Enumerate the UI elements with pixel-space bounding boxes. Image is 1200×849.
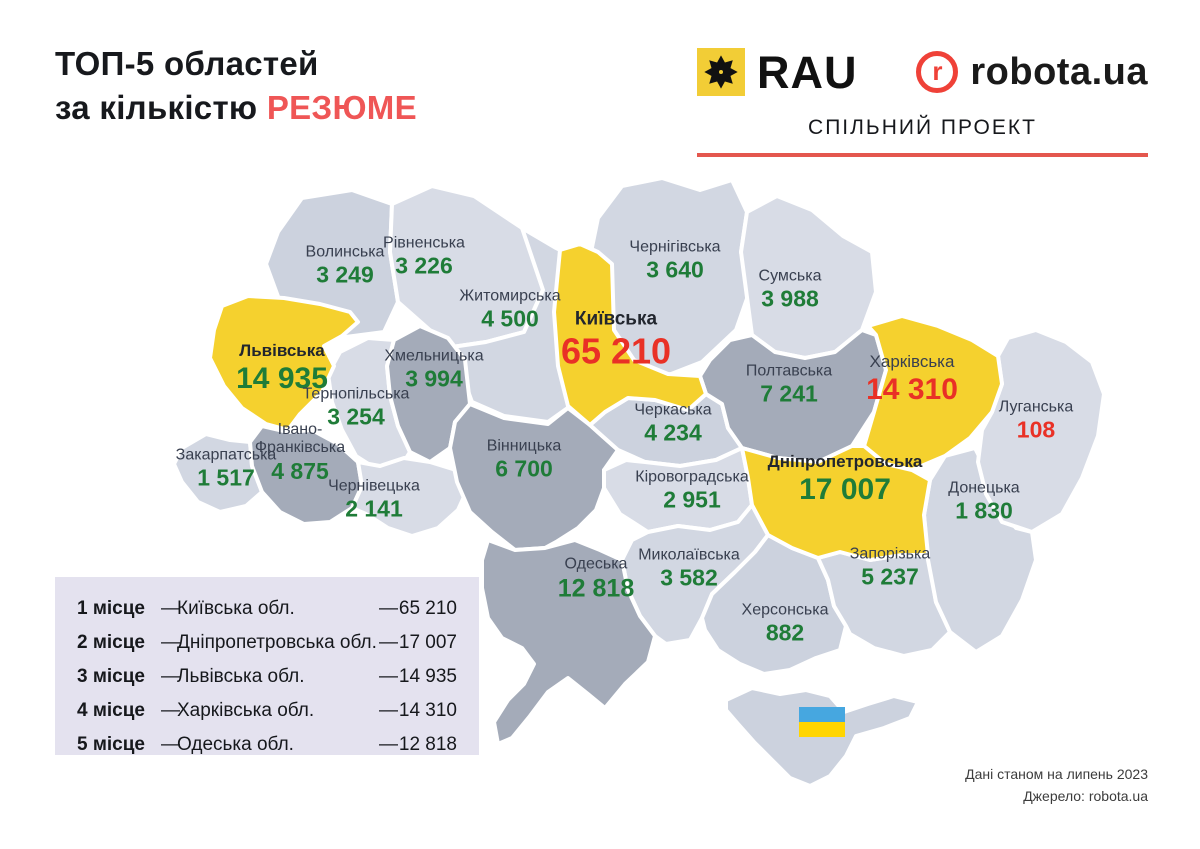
region-label-rivnenska: Рівненська 3 226 [383,234,465,279]
partners-block: RAU r robota.ua СПІЛЬНИЙ ПРОЕКТ [697,44,1148,157]
region-label-khmelnytska: Хмельницька 3 994 [384,347,484,392]
robota-r-icon: r [916,51,959,93]
region-shape-lvivska [208,294,360,432]
rau-logo: RAU [697,48,858,96]
region-shape-kyivska [552,242,708,427]
region-label-volynska: Волинська 3 249 [305,243,385,288]
region-shape-chernivetska [350,456,470,538]
page-title: ТОП-5 областей за кількістю РЕЗЮМЕ [55,42,417,129]
data-source: Джерело: robota.ua [1023,787,1148,804]
rau-wordmark: RAU [757,46,858,98]
region-shape-ivano-frankivska [248,424,364,526]
ranking-row-3: 3 місце — Львівська обл. —14 935 [77,666,457,687]
robota-wordmark: robota.ua [970,51,1148,93]
region-shape-vinnytska [448,402,620,552]
region-label-donetska: Донецька 1 830 [948,479,1020,524]
source-note: Дані станом на липень 2023 Джерело: robo… [965,764,1148,807]
region-label-zakarpatska: Закарпатська 1 517 [175,446,277,491]
region-label-kharkivska: Харківська 14 310 [866,351,958,406]
region-shape-kharkivska [862,314,1004,472]
region-label-poltavska: Полтавська 7 241 [745,362,833,407]
region-label-cherkaska: Черкаська 4 234 [634,401,712,446]
title-line2: за кількістю РЕЗЮМЕ [55,88,417,126]
ranking-table: 1 місце — Київська обл. —65 210 2 місце — Дні… [55,577,479,755]
region-shape-dnipropetrovska [740,444,932,562]
rau-star-icon [697,48,745,96]
region-label-luhanska: Луганська 108 [998,398,1074,443]
title-line1: ТОП-5 областей [55,45,319,82]
partners-subtitle: СПІЛЬНИЙ ПРОЕКТ [808,116,1037,139]
data-date: Дані станом на липень 2023 [965,766,1148,782]
region-label-zaporizka: Запорізька 5 237 [849,545,931,590]
region-label-vinnytska: Вінницька 6 700 [486,437,562,482]
region-label-ternopilska: Тернопільська 3 254 [302,385,410,430]
region-label-chernihivska: Чернігівська 3 640 [629,238,721,283]
region-label-mykolaivska: Миколаївська 3 582 [638,546,740,591]
crimea-flag-icon [799,707,845,737]
region-label-chernivetska: Чернівецька 2 141 [328,477,420,522]
region-label-lvivska: Львівська 14 935 [236,340,328,395]
ranking-row-2: 2 місце — Дніпропетровська обл. —17 007 [77,632,457,653]
ranking-row-4: 4 місце — Харківська обл. —14 310 [77,700,457,721]
region-label-ivano-frankivska: Івано-Франківська 4 875 [254,421,346,485]
ranking-row-1: 1 місце — Київська обл. —65 210 [77,598,457,619]
region-label-odeska: Одеська 12 818 [557,555,635,603]
region-shape-zakarpatska [172,432,264,514]
title-accent: РЕЗЮМЕ [266,88,417,126]
region-label-zhytomyrska: Житомирська 4 500 [459,287,561,332]
region-label-sumska: Сумська 3 988 [758,267,822,312]
region-label-khersonska: Херсонська 882 [741,601,829,646]
ranking-row-5: 5 місце — Одеська обл. —12 818 [77,734,457,755]
region-label-kirovohradska: Кіровоградська 2 951 [635,468,749,513]
region-label-dnipropetrovska: Дніпропетровська 17 007 [767,451,923,506]
divider-line [697,153,1148,157]
logo-row: RAU r robota.ua [697,44,1148,100]
region-shape-odeska [480,538,657,746]
robota-logo: r robota.ua [916,51,1148,93]
region-label-kyivska: Київська 65 210 [560,308,672,372]
region-shape-luhanska [976,328,1106,534]
